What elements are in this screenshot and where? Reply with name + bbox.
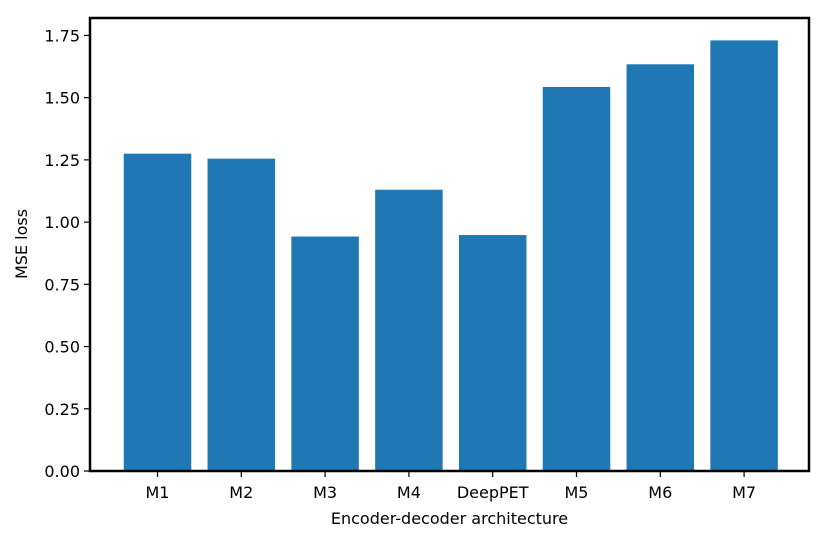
bar-m5 [542, 86, 611, 471]
bar-m7 [710, 40, 778, 472]
bars-group [123, 40, 778, 472]
x-tick-label: M7 [732, 483, 756, 502]
bar-m3 [291, 236, 359, 471]
y-tick-label: 0.00 [44, 462, 80, 481]
x-tick-label: M1 [146, 483, 170, 502]
x-tick-label: DeepPET [457, 483, 529, 502]
y-axis-ticks: 0.00 0.25 0.50 0.75 1.00 1.25 1.50 1.75 [44, 26, 90, 481]
bar-deeppet [458, 235, 527, 471]
bar-m6 [626, 64, 695, 472]
y-tick-label: 1.75 [44, 26, 80, 45]
y-axis-label: MSE loss [12, 209, 31, 279]
y-tick-label: 1.25 [44, 151, 80, 170]
y-tick-label: 0.50 [44, 338, 80, 357]
x-tick-label: M6 [648, 483, 672, 502]
x-tick-label: M3 [313, 483, 337, 502]
bar-m4 [375, 189, 443, 472]
x-tick-label: M5 [565, 483, 589, 502]
y-tick-label: 1.50 [44, 89, 80, 108]
x-tick-label: M4 [397, 483, 421, 502]
plot-frame [88, 16, 811, 473]
x-axis-label: Encoder-decoder architecture [331, 509, 568, 528]
y-tick-label: 1.00 [44, 213, 80, 232]
y-tick-label: 0.25 [44, 400, 80, 419]
y-tick-label: 0.75 [44, 275, 80, 294]
x-tick-label: M2 [229, 483, 253, 502]
x-axis-ticks: M1 M2 M3 M4 DeepPET M5 M6 M7 [146, 471, 756, 502]
bar-m2 [207, 158, 276, 471]
bar-m1 [123, 153, 192, 471]
